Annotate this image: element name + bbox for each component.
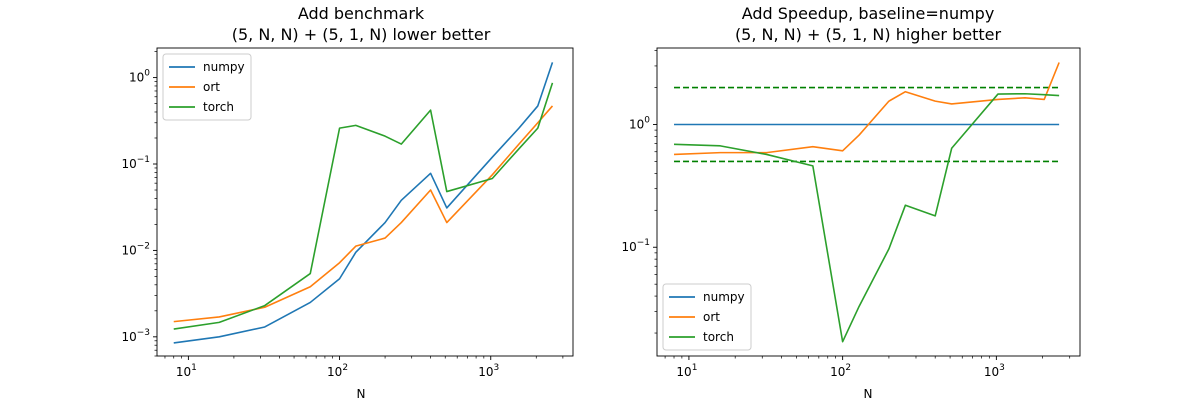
benchmark-legend-label-ort: ort	[203, 80, 220, 94]
benchmark-x-axis-label: N	[357, 387, 366, 400]
benchmark-y-tick-label: 10−1	[121, 155, 150, 171]
benchmark-x-tick-label: 102	[327, 363, 348, 379]
speedup-panel: Add Speedup, baseline=numpy (5, N, N) + …	[621, 4, 1081, 400]
speedup-legend-label-ort: ort	[703, 310, 720, 324]
benchmark-panel: Add benchmark (5, N, N) + (5, 1, N) lowe…	[121, 4, 574, 400]
benchmark-axes-frame	[156, 47, 574, 357]
benchmark-series-torch	[173, 82, 554, 330]
speedup-y-tick-label: 100	[629, 115, 650, 131]
speedup-x-tick-label: 102	[830, 363, 851, 379]
benchmark-legend-box	[162, 53, 252, 121]
benchmark-plot-area: 101 102 103 10−3 10−2 10−1 100 numpy ort torch	[121, 47, 574, 379]
benchmark-legend-label-numpy: numpy	[203, 60, 245, 74]
benchmark-y-tick-label: 10−3	[121, 328, 150, 344]
speedup-legend-label-numpy: numpy	[703, 290, 745, 304]
benchmark-legend-label-torch: torch	[203, 100, 234, 114]
benchmark-title: Add benchmark	[298, 4, 425, 23]
speedup-series-group	[673, 62, 1060, 343]
benchmark-series-numpy	[173, 62, 554, 344]
benchmark-series-group	[173, 62, 554, 344]
speedup-legend-box	[662, 283, 752, 351]
speedup-axes-frame	[656, 47, 1081, 357]
benchmark-x-tick-label: 101	[176, 363, 197, 379]
benchmark-series-ort	[173, 105, 554, 323]
speedup-title: Add Speedup, baseline=numpy	[742, 4, 995, 23]
benchmark-x-tick-label: 103	[478, 363, 499, 379]
benchmark-y-tick-label: 100	[129, 69, 150, 85]
speedup-x-axis-label: N	[864, 387, 873, 400]
speedup-legend-label-torch: torch	[703, 330, 734, 344]
benchmark-subtitle: (5, N, N) + (5, 1, N) lower better	[232, 25, 491, 44]
speedup-x-tick-label: 101	[676, 363, 697, 379]
benchmark-y-tick-label: 10−2	[121, 241, 150, 257]
speedup-subtitle: (5, N, N) + (5, 1, N) higher better	[735, 25, 1002, 44]
speedup-series-ort	[673, 62, 1060, 156]
speedup-series-torch	[673, 92, 1060, 343]
benchmark-legend: numpy ort torch	[162, 53, 252, 121]
speedup-y-tick-label: 10−1	[621, 238, 650, 254]
speedup-legend: numpy ort torch	[662, 283, 752, 351]
speedup-x-tick-label: 103	[984, 363, 1005, 379]
speedup-plot-area: 101 102 103 10−1 100 numpy ort torch	[621, 47, 1081, 379]
